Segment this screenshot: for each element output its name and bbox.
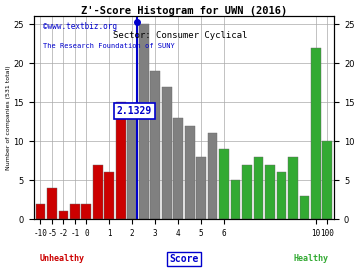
Bar bbox=[196, 157, 206, 219]
Text: ©www.textbiz.org: ©www.textbiz.org bbox=[42, 22, 117, 31]
Text: The Research Foundation of SUNY: The Research Foundation of SUNY bbox=[42, 43, 174, 49]
Bar bbox=[47, 188, 57, 219]
Bar bbox=[93, 164, 103, 219]
Bar bbox=[162, 87, 172, 219]
Bar bbox=[288, 157, 298, 219]
Bar bbox=[173, 118, 183, 219]
Bar bbox=[104, 172, 114, 219]
Bar bbox=[36, 204, 45, 219]
Bar bbox=[265, 164, 275, 219]
Bar bbox=[81, 204, 91, 219]
Bar bbox=[127, 110, 137, 219]
Text: Score: Score bbox=[169, 254, 199, 264]
Text: Sector: Consumer Cyclical: Sector: Consumer Cyclical bbox=[113, 31, 247, 40]
Bar bbox=[242, 164, 252, 219]
Bar bbox=[300, 196, 309, 219]
Bar bbox=[59, 211, 68, 219]
Bar bbox=[253, 157, 264, 219]
Text: Healthy: Healthy bbox=[293, 254, 328, 262]
Bar bbox=[231, 180, 240, 219]
Title: Z'-Score Histogram for UWN (2016): Z'-Score Histogram for UWN (2016) bbox=[81, 6, 287, 16]
Bar bbox=[276, 172, 286, 219]
Bar bbox=[185, 126, 194, 219]
Bar bbox=[139, 24, 149, 219]
Bar bbox=[219, 149, 229, 219]
Bar bbox=[208, 133, 217, 219]
Y-axis label: Number of companies (531 total): Number of companies (531 total) bbox=[5, 65, 10, 170]
Bar bbox=[150, 71, 160, 219]
Bar bbox=[311, 48, 321, 219]
Bar bbox=[116, 102, 126, 219]
Text: 2.1329: 2.1329 bbox=[117, 106, 152, 116]
Bar bbox=[323, 141, 332, 219]
Text: Unhealthy: Unhealthy bbox=[40, 254, 85, 262]
Bar bbox=[70, 204, 80, 219]
